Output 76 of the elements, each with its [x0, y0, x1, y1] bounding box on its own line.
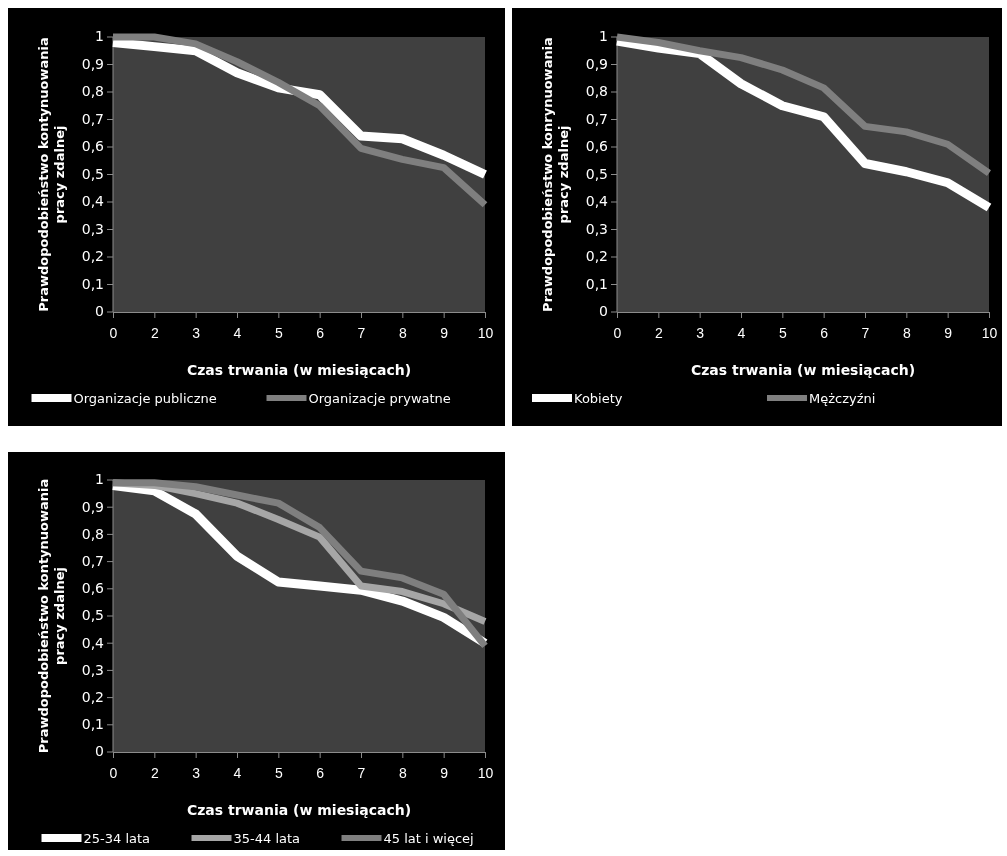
y-tick-label: 0,7	[81, 553, 104, 570]
x-tick-label: 2	[150, 324, 159, 341]
y-tick-label: 0,3	[81, 220, 104, 237]
y-axis-title: Prawdopodobieństwo kontynuowania pracy zdalnej	[36, 478, 68, 754]
y-tick-label: 0,9	[81, 498, 104, 515]
x-tick-label: 4	[233, 764, 242, 781]
x-tick-label: 0	[109, 764, 118, 781]
x-tick-label: 8	[398, 764, 407, 781]
x-tick-label: 0	[613, 324, 622, 341]
y-tick-label: 0,3	[81, 661, 104, 678]
x-tick-label: 6	[316, 764, 325, 781]
x-tick-label: 8	[902, 324, 911, 341]
x-tick-label: 0	[109, 324, 118, 341]
x-tick-label: 3	[696, 324, 705, 341]
y-tick-label: 0,5	[81, 607, 104, 624]
x-axis-title: Czas trwania (w miesiącach)	[690, 362, 916, 378]
x-tick-label: 9	[440, 324, 449, 341]
x-tick-label: 5	[274, 324, 283, 341]
x-tick-label: 10	[477, 324, 494, 341]
x-tick-label: 9	[944, 324, 953, 341]
y-tick-label: 0,6	[81, 580, 105, 597]
y-tick-label: 0,1	[585, 275, 608, 292]
x-tick-label: 7	[861, 324, 870, 341]
y-tick-label: 0,1	[81, 716, 104, 733]
legend-label: Organizacje publiczne	[73, 391, 217, 406]
legend-label: 35-44 lata	[233, 831, 301, 846]
x-tick-label: 3	[192, 764, 201, 781]
x-tick-label: 7	[357, 324, 366, 341]
y-tick-label: 0,3	[585, 220, 608, 237]
legend-label: Mężczyźni	[809, 391, 876, 406]
y-tick-label: 0,7	[81, 110, 104, 127]
x-tick-label: 4	[233, 324, 242, 341]
x-tick-label: 6	[820, 324, 829, 341]
y-tick-label: 0,4	[81, 634, 105, 651]
y-tick-label: 0,9	[81, 55, 104, 72]
y-tick-label: 0,4	[585, 193, 609, 210]
y-tick-label: 1	[599, 28, 608, 45]
y-tick-label: 0,6	[81, 138, 105, 155]
legend-label: Kobiety	[574, 391, 623, 406]
x-tick-label: 2	[150, 764, 159, 781]
y-tick-label: 0,5	[81, 165, 104, 182]
y-tick-label: 0,5	[585, 165, 608, 182]
x-axis-title: Czas trwania (w miesiącach)	[186, 802, 412, 818]
x-axis-title: Czas trwania (w miesiącach)	[186, 362, 412, 378]
y-tick-label: 0,4	[81, 193, 105, 210]
x-tick-label: 2	[654, 324, 663, 341]
y-tick-label: 0,6	[585, 138, 609, 155]
x-tick-label: 5	[778, 324, 787, 341]
y-tick-label: 0,2	[585, 248, 608, 265]
x-tick-label: 10	[981, 324, 998, 341]
legend-label: 25-34 lata	[83, 831, 151, 846]
x-tick-label: 10	[477, 764, 494, 781]
y-axis-title: Prawdopodobieństwo kontynuowania pracy zdalnej	[36, 37, 68, 312]
y-tick-label: 0,8	[81, 83, 104, 100]
x-tick-label: 6	[316, 324, 325, 341]
x-tick-label: 5	[274, 764, 283, 781]
x-tick-label: 8	[398, 324, 407, 341]
y-tick-label: 0	[95, 303, 104, 320]
y-tick-label: 0,8	[81, 525, 104, 542]
y-tick-label: 0,9	[585, 55, 608, 72]
y-tick-label: 0	[95, 743, 104, 760]
legend-label: 45 lat i więcej	[383, 831, 474, 846]
x-tick-label: 4	[737, 324, 746, 341]
x-tick-label: 9	[440, 764, 449, 781]
y-tick-label: 0,2	[81, 248, 104, 265]
x-tick-label: 7	[357, 764, 366, 781]
y-tick-label: 0,2	[81, 689, 104, 706]
legend-label: Organizacje prywatne	[308, 391, 451, 406]
y-tick-label: 1	[95, 28, 104, 45]
y-axis-title: Prawdopodobieństwo konrynuowania pracy zdalnej	[540, 37, 572, 312]
y-tick-label: 0,1	[81, 275, 104, 292]
y-tick-label: 0,7	[585, 110, 608, 127]
y-tick-label: 0,8	[585, 83, 608, 100]
x-tick-label: 3	[192, 324, 201, 341]
y-tick-label: 1	[95, 471, 104, 488]
y-tick-label: 0	[599, 303, 608, 320]
